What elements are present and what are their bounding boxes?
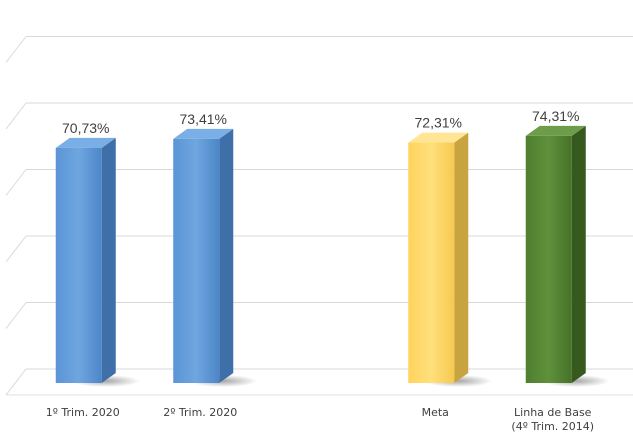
data-label: 73,41% [180, 111, 227, 127]
gridline-side [5, 36, 27, 63]
bar-side [571, 125, 586, 383]
gridline-side [5, 235, 27, 263]
gridline-side [5, 302, 27, 329]
x-tick-label-line: Linha de Base [514, 406, 592, 419]
bar-top [55, 137, 116, 148]
data-label: 72,31% [415, 115, 462, 131]
bar [173, 138, 220, 383]
bar [408, 142, 455, 383]
gridlines [5, 36, 633, 396]
x-tick-label: Meta [422, 406, 449, 419]
bar-top [408, 132, 469, 143]
gridline-side [5, 368, 27, 396]
x-tick-label-line: (4º Trim. 2014) [511, 420, 594, 433]
bar [525, 135, 572, 383]
data-label: 74,31% [532, 108, 579, 124]
x-tick-label: Linha de Base (4º Trim. 2014) [511, 406, 594, 433]
bar-side [219, 128, 234, 383]
data-labels: 70,73% 73,41% 72,31% 74,31% [62, 108, 579, 136]
x-tick-label-line: 2º Trim. 2020 [163, 406, 237, 419]
x-tick-label: 1º Trim. 2020 [46, 406, 120, 419]
x-tick-label: 2º Trim. 2020 [163, 406, 237, 419]
category-axis-labels: 1º Trim. 2020 2º Trim. 2020 Meta Linha de B… [46, 406, 594, 433]
bar-top [525, 125, 586, 136]
x-tick-label-line: Meta [422, 406, 449, 419]
gridline-side [5, 102, 27, 130]
bars [55, 125, 610, 387]
gridline-side [5, 169, 27, 196]
bar [55, 147, 102, 383]
bar-side [454, 132, 469, 383]
bar-side [101, 137, 116, 383]
bar-top [173, 128, 234, 139]
data-label: 70,73% [62, 120, 109, 136]
x-tick-label-line: 1º Trim. 2020 [46, 406, 120, 419]
